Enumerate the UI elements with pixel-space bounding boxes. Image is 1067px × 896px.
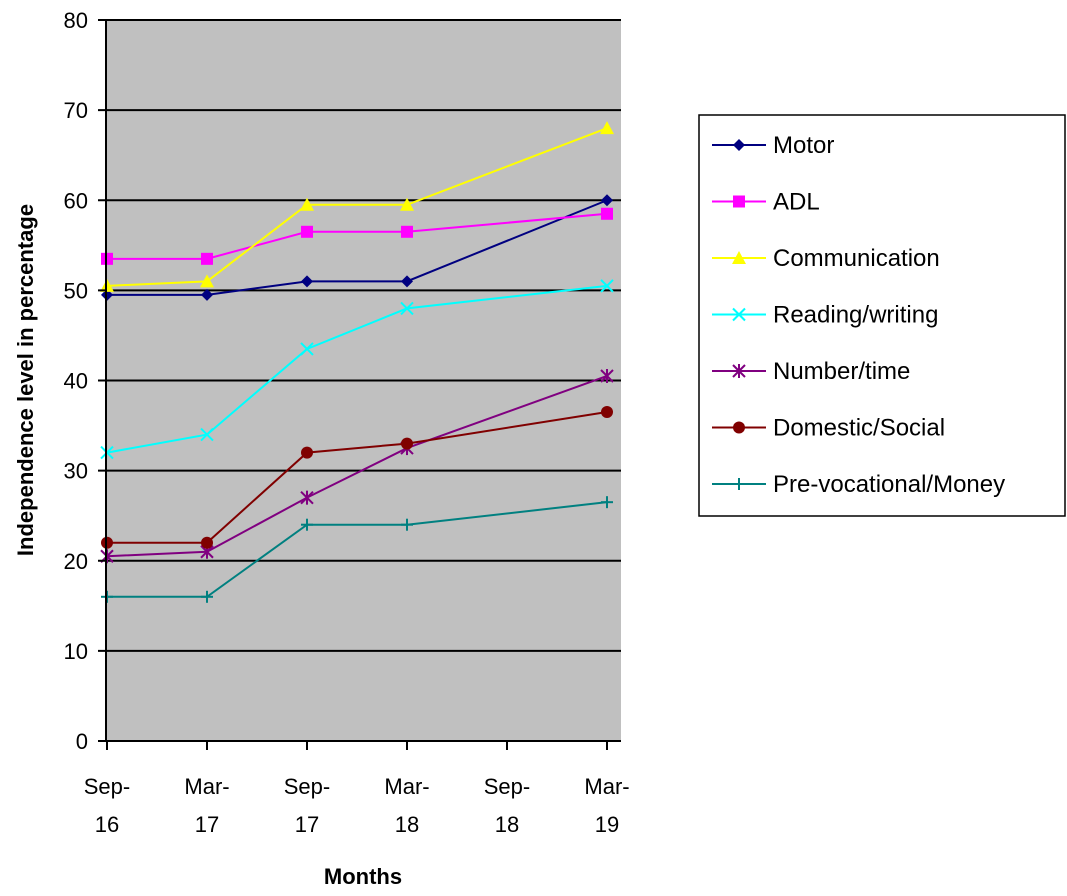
data-point-marker (200, 427, 214, 442)
legend-entry: Communication (712, 245, 940, 272)
series-motor (101, 194, 613, 301)
data-point-marker (600, 279, 614, 293)
marker-stroke (400, 301, 414, 316)
marker-stroke (600, 279, 614, 293)
x-tick-label: Sep- (84, 774, 130, 799)
data-point-marker (300, 197, 314, 211)
legend-label: Motor (773, 132, 834, 159)
y-tick-label: 50 (64, 278, 88, 303)
x-tick-label: 19 (595, 812, 619, 837)
data-point-marker (733, 139, 745, 151)
y-tick-label: 30 (64, 459, 88, 484)
legend-label: Number/time (773, 358, 910, 385)
data-point-marker (601, 207, 613, 220)
legend-label: Communication (773, 245, 940, 272)
x-tick-label: 16 (95, 812, 119, 837)
data-point-marker (301, 446, 313, 459)
x-tick-label: Sep- (484, 774, 530, 799)
legend-entry: Domestic/Social (712, 415, 945, 442)
x-tick-label: 18 (495, 812, 519, 837)
legend-entry: Motor (712, 132, 834, 159)
data-point-marker (733, 195, 745, 208)
data-point-marker (733, 478, 745, 490)
x-tick-label: Mar- (584, 774, 629, 799)
x-axis-title: Months (324, 864, 402, 889)
legend-label: Pre-vocational/Money (773, 471, 1005, 498)
data-point-marker (401, 275, 413, 288)
data-point-marker (601, 194, 613, 207)
legend-label: Reading/writing (773, 302, 938, 329)
data-point-marker (601, 496, 613, 509)
data-point-marker (301, 518, 313, 531)
y-tick-label: 10 (64, 639, 88, 664)
legend-label: Domestic/Social (773, 415, 945, 442)
data-point-marker (201, 288, 213, 301)
data-point-marker (733, 421, 745, 434)
x-tick-label: Mar- (184, 774, 229, 799)
x-tick-label: 17 (195, 812, 219, 837)
data-point-marker (401, 437, 413, 450)
series-layer (100, 121, 614, 603)
data-point-marker (401, 518, 413, 531)
series-communication (100, 121, 614, 292)
data-point-marker (600, 121, 614, 135)
legend-entry: ADL (712, 189, 820, 216)
data-point-marker (200, 274, 214, 288)
y-tick-label: 40 (64, 369, 88, 394)
data-point-marker (732, 364, 746, 378)
x-tick-label: 17 (295, 812, 319, 837)
y-tick-label: 0 (76, 729, 88, 754)
y-tick-label: 70 (64, 98, 88, 123)
legend-entry: Reading/writing (712, 302, 938, 329)
data-point-marker (300, 342, 314, 356)
tick-labels: 0 10 20 30 40 50 60 70 80 Sep- 16 Mar- 17 Sep- 17 Mar- 1… (64, 8, 630, 837)
legend-label: ADL (773, 189, 820, 216)
y-tick-label: 20 (64, 549, 88, 574)
data-point-marker (601, 406, 613, 419)
legend-entry: Number/time (712, 358, 910, 385)
y-axis-title: Independence level in percentage (13, 204, 38, 556)
data-point-marker (201, 536, 213, 549)
series-reading-writing (100, 279, 614, 460)
series-pre-vocational-money (101, 496, 613, 603)
data-point-marker (301, 225, 313, 238)
data-point-marker (401, 225, 413, 238)
data-point-marker (400, 197, 414, 211)
data-point-marker (301, 275, 313, 288)
data-point-marker (732, 307, 746, 322)
marker-stroke (200, 427, 214, 442)
marker-stroke (732, 307, 746, 322)
legend-entry: Pre-vocational/Money (712, 471, 1005, 498)
data-point-marker (600, 368, 614, 383)
y-tick-label: 60 (64, 188, 88, 213)
y-tick-label: 80 (64, 8, 88, 33)
marker-stroke (300, 342, 314, 356)
x-tick-label: Sep- (284, 774, 330, 799)
data-point-marker (300, 490, 314, 505)
legend: Motor ADL Communication Reading/writing Numb… (698, 114, 1066, 517)
data-point-marker (732, 251, 746, 264)
x-tick-label: Mar- (384, 774, 429, 799)
data-point-marker (201, 590, 213, 603)
data-point-marker (201, 252, 213, 265)
x-tick-label: 18 (395, 812, 419, 837)
data-point-marker (400, 301, 414, 316)
